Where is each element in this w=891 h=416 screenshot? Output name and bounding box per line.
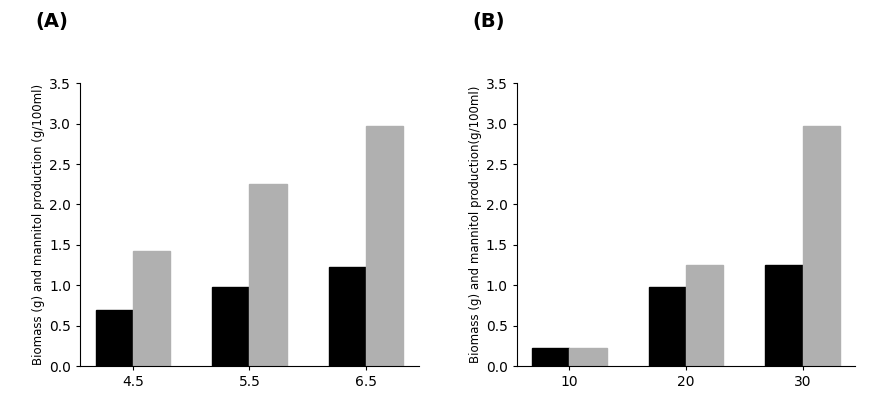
- Bar: [803, 126, 840, 366]
- Bar: [765, 265, 803, 366]
- Bar: [249, 184, 287, 366]
- Bar: [649, 287, 686, 366]
- Text: (A): (A): [36, 12, 69, 32]
- Y-axis label: Biomass (g) and mannitol production (g/100ml): Biomass (g) and mannitol production (g/1…: [32, 84, 45, 365]
- Bar: [329, 267, 366, 366]
- Bar: [212, 287, 249, 366]
- Bar: [532, 348, 569, 366]
- Text: (B): (B): [472, 12, 504, 32]
- Bar: [95, 310, 133, 366]
- Bar: [686, 265, 723, 366]
- Bar: [366, 126, 404, 366]
- Bar: [133, 250, 170, 366]
- Y-axis label: Biomass (g) and mannitol production(g/100ml): Biomass (g) and mannitol production(g/10…: [469, 86, 482, 363]
- Bar: [569, 348, 607, 366]
